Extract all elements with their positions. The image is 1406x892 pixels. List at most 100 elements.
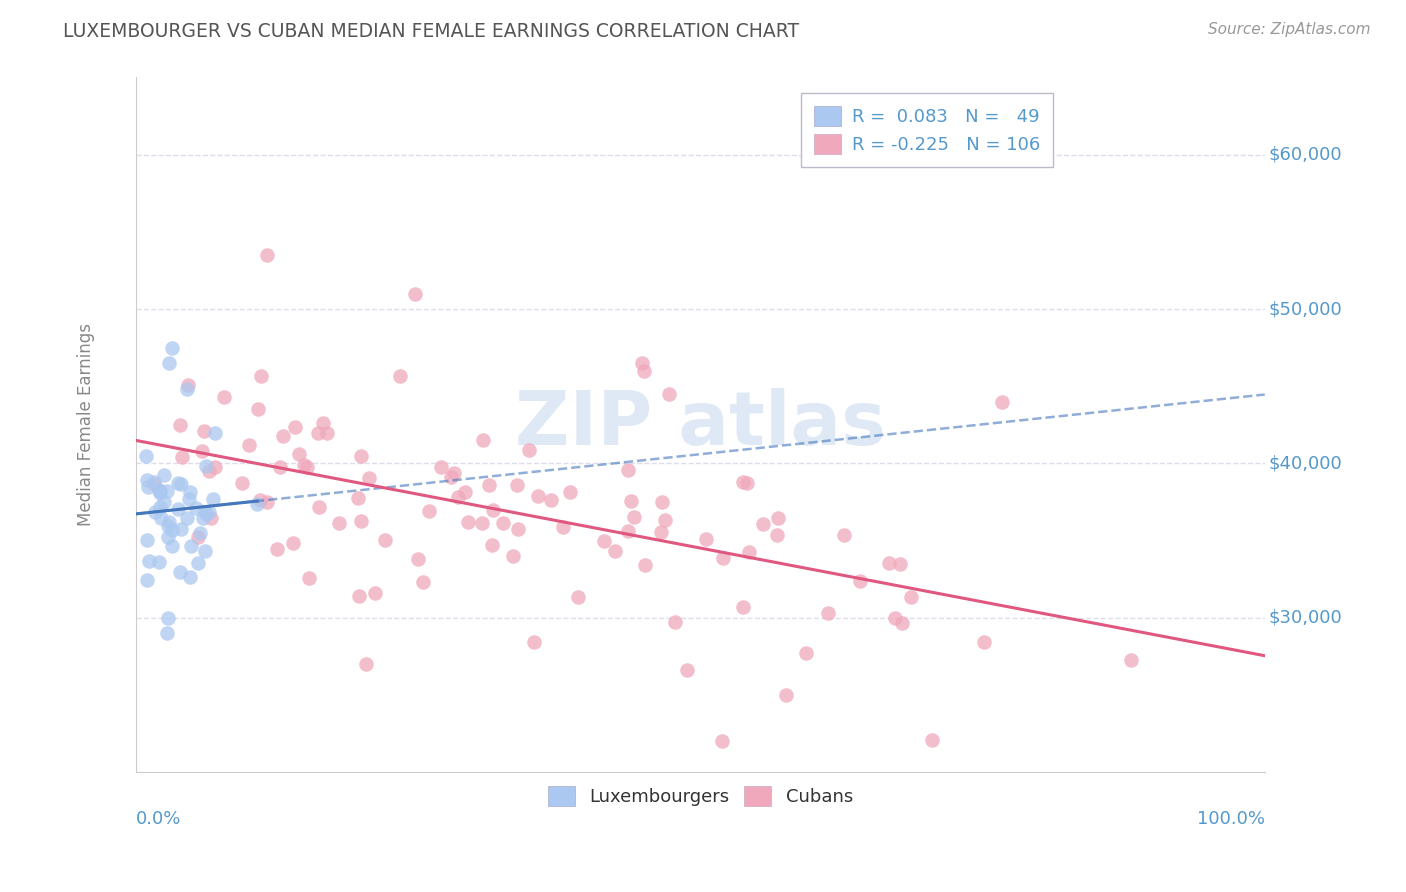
Point [160, 523, 183, 537]
Point [631, 356, 654, 370]
Point [281, 536, 304, 550]
Point [616, 463, 638, 477]
Point [179, 570, 201, 584]
Point [271, 428, 294, 442]
Point [138, 554, 160, 568]
Point [817, 606, 839, 620]
Point [454, 485, 477, 500]
Point [191, 510, 214, 524]
Point [238, 438, 260, 452]
Point [256, 494, 278, 508]
Point [136, 573, 159, 587]
Point [472, 433, 495, 447]
Point [711, 550, 734, 565]
Point [364, 586, 387, 600]
Point [350, 449, 373, 463]
Point [188, 526, 211, 541]
Text: $50,000: $50,000 [1268, 300, 1341, 318]
Point [169, 418, 191, 433]
Point [523, 635, 546, 649]
Point [567, 591, 589, 605]
Point [738, 545, 761, 559]
Point [284, 420, 307, 434]
Point [312, 416, 335, 430]
Point [170, 477, 193, 491]
Point [153, 495, 176, 509]
Point [654, 513, 676, 527]
Point [160, 539, 183, 553]
Text: ZIP atlas: ZIP atlas [515, 388, 886, 461]
Point [651, 495, 673, 509]
Point [170, 450, 193, 464]
Point [457, 515, 479, 529]
Point [167, 475, 190, 490]
Text: LUXEMBOURGER VS CUBAN MEDIAN FEMALE EARNINGS CORRELATION CHART: LUXEMBOURGER VS CUBAN MEDIAN FEMALE EARN… [63, 22, 800, 41]
Point [194, 543, 217, 558]
Point [198, 464, 221, 478]
Point [149, 485, 172, 500]
Point [775, 688, 797, 702]
Point [884, 611, 907, 625]
Point [447, 490, 470, 504]
Point [471, 516, 494, 530]
Point [388, 369, 411, 384]
Point [834, 528, 856, 542]
Point [307, 426, 329, 441]
Point [176, 382, 198, 396]
Point [190, 444, 212, 458]
Point [204, 459, 226, 474]
Point [891, 616, 914, 631]
Point [633, 364, 655, 378]
Point [492, 516, 515, 531]
Point [269, 460, 291, 475]
Point [148, 483, 170, 497]
Point [430, 459, 453, 474]
Legend: Luxembourgers, Cubans: Luxembourgers, Cubans [538, 777, 862, 815]
Point [157, 356, 180, 370]
Point [695, 532, 717, 546]
Point [796, 646, 818, 660]
Point [249, 369, 271, 384]
Point [408, 551, 430, 566]
Point [328, 516, 350, 530]
Point [506, 478, 529, 492]
Point [308, 500, 330, 514]
Point [292, 458, 315, 472]
Point [346, 491, 368, 505]
Point [194, 507, 217, 521]
Point [404, 286, 426, 301]
Point [593, 533, 616, 548]
Point [177, 491, 200, 506]
Point [676, 664, 699, 678]
Point [156, 530, 179, 544]
Point [256, 248, 278, 262]
Point [439, 470, 461, 484]
Point [710, 734, 733, 748]
Point [266, 542, 288, 557]
Point [478, 477, 501, 491]
Point [519, 442, 541, 457]
Point [138, 480, 160, 494]
Point [482, 503, 505, 517]
Point [143, 505, 166, 519]
Point [195, 459, 218, 474]
Point [156, 611, 179, 625]
Point [418, 504, 440, 518]
Point [374, 533, 396, 547]
Point [623, 510, 645, 524]
Point [160, 341, 183, 355]
Text: 100.0%: 100.0% [1197, 810, 1265, 829]
Point [298, 571, 321, 585]
Point [658, 387, 681, 401]
Point [527, 489, 550, 503]
Point [877, 556, 900, 570]
Point [177, 377, 200, 392]
Point [194, 505, 217, 519]
Point [605, 544, 627, 558]
Point [184, 501, 207, 516]
Point [356, 657, 378, 672]
Point [246, 401, 269, 416]
Point [149, 500, 172, 514]
Point [551, 520, 574, 534]
Point [212, 390, 235, 404]
